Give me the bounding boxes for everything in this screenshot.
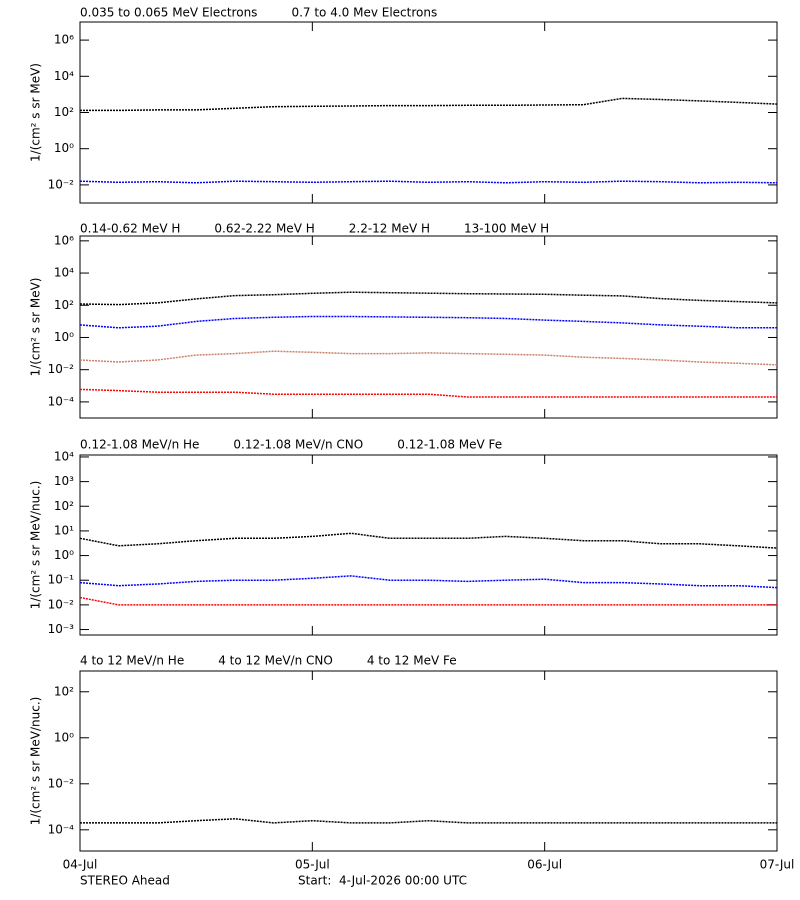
x-tick-label: 07-Jul <box>760 858 795 872</box>
y-tick-label: 10⁰ <box>54 330 74 344</box>
footer-right: Start: 4-Jul-2026 00:00 UTC <box>298 874 467 888</box>
y-tick-label: 10⁰ <box>54 730 74 744</box>
y-tick-label: 10³ <box>54 474 74 488</box>
series-line <box>79 291 778 306</box>
y-tick-label: 10² <box>54 298 74 312</box>
plot-frame <box>79 21 778 204</box>
x-tick-label: 04-Jul <box>63 858 98 872</box>
legend-entry: 4 to 12 MeV/n CNO <box>218 654 333 668</box>
y-tick-label: 10⁻⁴ <box>48 822 75 836</box>
series-line <box>80 818 777 824</box>
legend-entry: 13-100 MeV H <box>464 222 549 236</box>
legend-entry: 0.035 to 0.065 MeV Electrons <box>80 6 257 20</box>
y-tick-label: 10¹ <box>54 523 74 537</box>
legend-entry: 0.12-1.08 MeV/n He <box>80 438 199 452</box>
x-tick-label: 06-Jul <box>527 858 562 872</box>
series-line <box>79 350 778 366</box>
plot-frame <box>79 235 778 419</box>
y-tick-label: 10⁻² <box>48 177 75 191</box>
y-tick-label: 10² <box>54 499 74 513</box>
y-tick-label: 10⁶ <box>54 33 74 47</box>
legend-entry: 0.7 to 4.0 Mev Electrons <box>291 6 437 20</box>
y-tick-label: 10⁻³ <box>48 622 75 636</box>
y-axis-label: 1/(cm² s sr MeV) <box>29 278 43 377</box>
y-tick-label: 10⁻² <box>48 597 75 611</box>
y-axis-label: 1/(cm² s sr MeV) <box>29 63 43 162</box>
series-line <box>80 97 778 112</box>
legend-entry: 0.62-2.22 MeV H <box>214 222 314 236</box>
legend-entry: 0.14-0.62 MeV H <box>80 222 180 236</box>
y-tick-label: 10² <box>54 105 74 119</box>
legend-entry: 0.12-1.08 MeV/n CNO <box>233 438 363 452</box>
y-tick-label: 10⁰ <box>54 141 74 155</box>
y-tick-label: 10⁻² <box>48 776 75 790</box>
legend-entry: 4 to 12 MeV/n He <box>80 654 184 668</box>
legend-entry: 0.12-1.08 MeV Fe <box>397 438 502 452</box>
x-tick-label: 05-Jul <box>295 858 330 872</box>
series-line <box>79 532 778 549</box>
y-axis-label: 1/(cm² s sr MeV/nuc.) <box>29 697 43 826</box>
y-tick-label: 10⁶ <box>54 233 74 247</box>
plot-frame <box>79 670 778 852</box>
series-line <box>79 596 777 606</box>
y-tick-label: 10⁻² <box>48 362 75 376</box>
series-line <box>79 315 777 329</box>
y-tick-label: 10⁴ <box>54 449 74 463</box>
plot-frame <box>79 454 778 636</box>
y-tick-label: 10⁻¹ <box>48 573 75 587</box>
y-tick-label: 10⁰ <box>54 548 74 562</box>
legend-entry: 2.2-12 MeV H <box>349 222 430 236</box>
series-line <box>79 388 777 398</box>
series-line <box>79 180 778 184</box>
series-line <box>79 575 778 589</box>
legend-entry: 4 to 12 MeV Fe <box>367 654 457 668</box>
y-tick-label: 10⁻⁴ <box>48 394 75 408</box>
y-tick-label: 10⁴ <box>54 266 74 280</box>
y-axis-label: 1/(cm² s sr MeV/nuc.) <box>29 481 43 610</box>
y-tick-label: 10² <box>54 684 74 698</box>
y-tick-label: 10⁴ <box>54 69 74 83</box>
footer-left: STEREO Ahead <box>80 874 170 888</box>
